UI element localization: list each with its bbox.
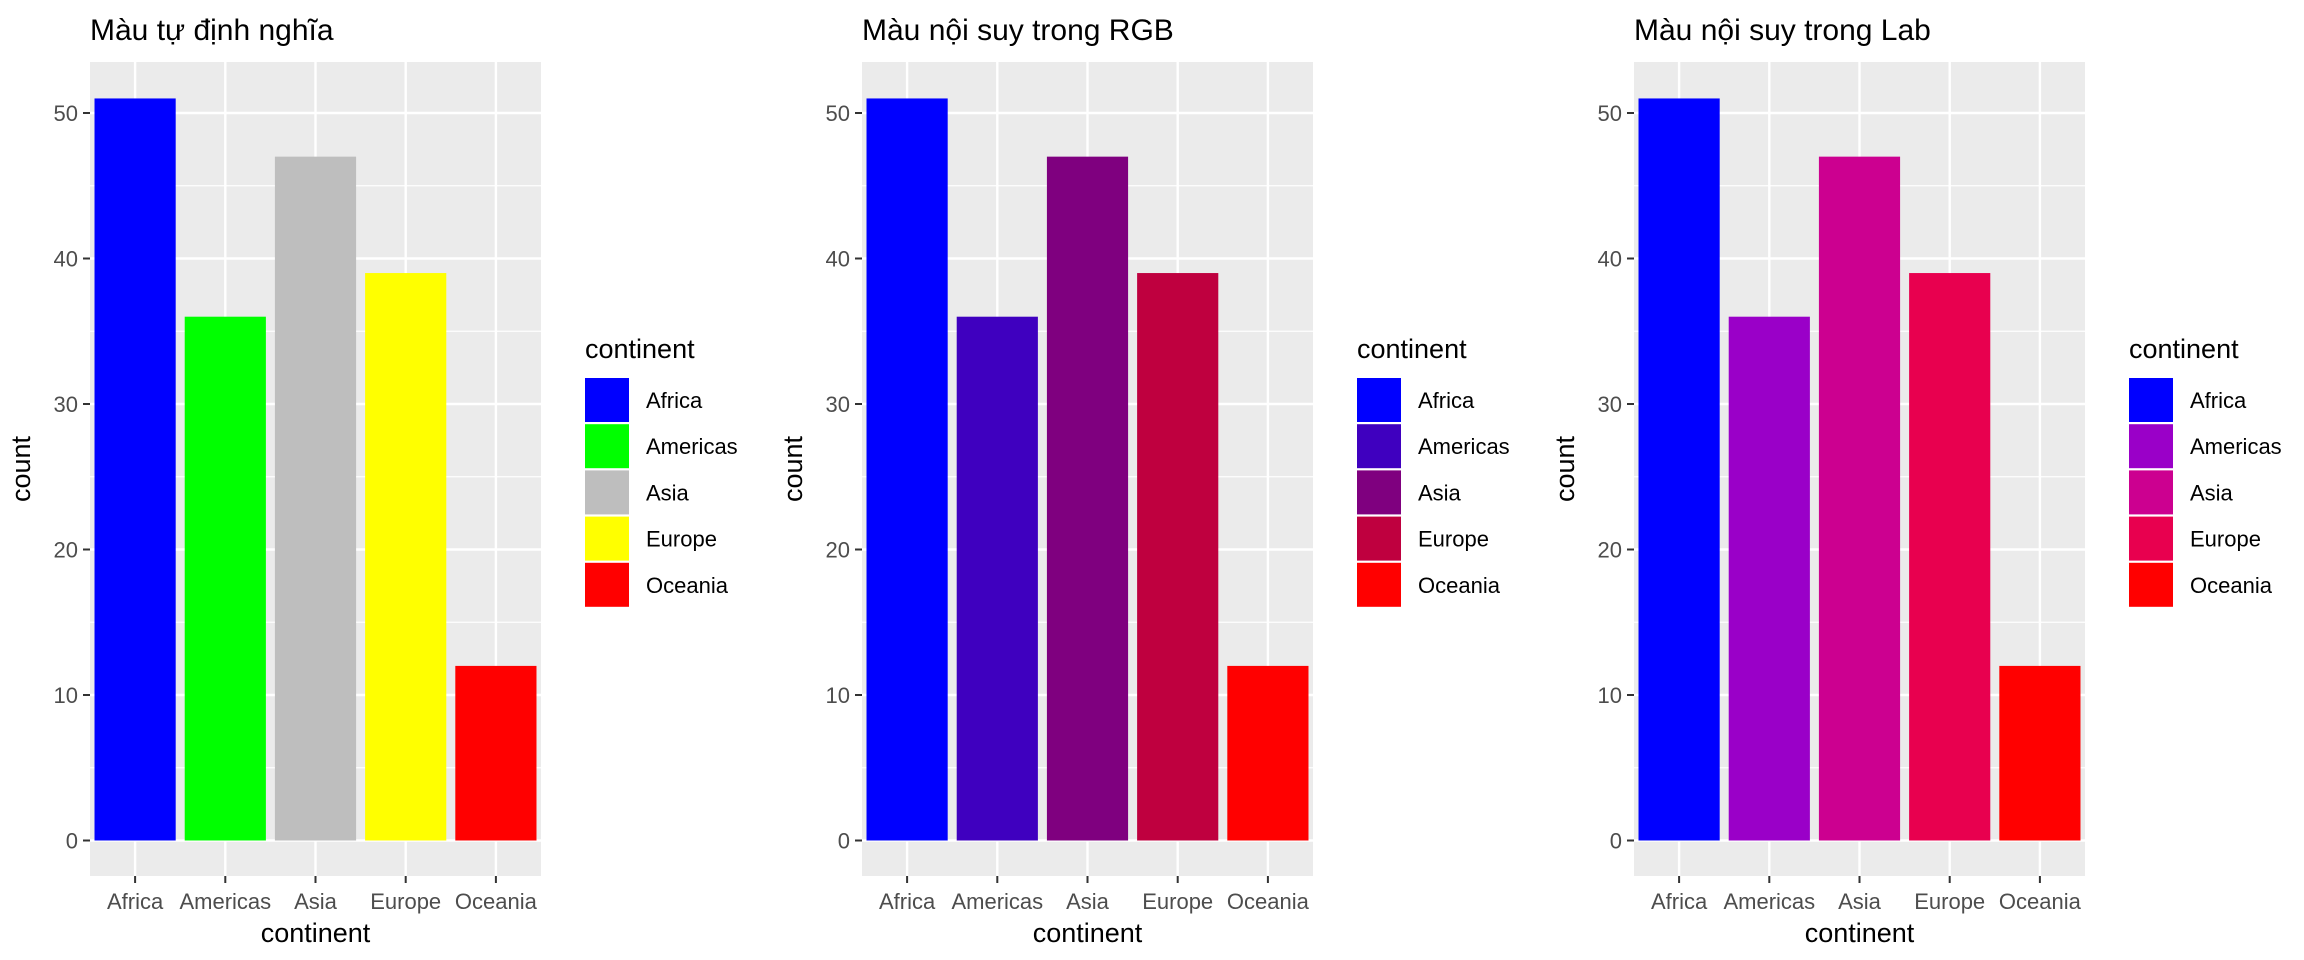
x-tick-label: Americas: [1723, 889, 1815, 914]
y-axis-title: count: [1550, 435, 1580, 502]
bar-africa: [866, 98, 948, 841]
bar-asia: [1046, 156, 1129, 841]
x-tick-label: Europe: [1914, 889, 1985, 914]
legend-swatch: [1357, 378, 1401, 422]
bar-oceania: [455, 665, 537, 841]
x-tick-label: Oceania: [1999, 889, 2082, 914]
legend-title: continent: [1357, 334, 1467, 364]
legend-label: Oceania: [2190, 573, 2273, 598]
legend-swatch: [2129, 470, 2173, 515]
legend-swatch: [585, 378, 629, 422]
bar-americas: [956, 316, 1038, 841]
x-axis-title: continent: [261, 918, 371, 948]
legend-swatch: [2129, 562, 2173, 607]
y-tick-label: 10: [1598, 683, 1622, 708]
x-tick-label: Oceania: [455, 889, 538, 914]
y-tick-label: 50: [1598, 101, 1622, 126]
bar-asia: [1818, 156, 1901, 841]
y-axis-title: count: [6, 435, 36, 502]
y-tick-label: 20: [1598, 538, 1622, 563]
legend-swatch: [2129, 424, 2173, 469]
legend-swatch: [585, 470, 629, 515]
x-tick-label: Europe: [1142, 889, 1213, 914]
legend-swatch: [1357, 470, 1401, 515]
y-tick-label: 30: [54, 392, 78, 417]
x-axis-title: continent: [1805, 918, 1915, 948]
legend-swatch: [2129, 516, 2173, 561]
x-axis-title: continent: [1033, 918, 1143, 948]
y-axis-title: count: [778, 435, 808, 502]
legend-label: Europe: [1418, 527, 1489, 552]
bar-oceania: [1999, 665, 2081, 841]
legend-swatch: [1357, 562, 1401, 607]
x-tick-label: Africa: [1651, 889, 1708, 914]
chart-panel: Màu tự định nghĩa 0 10 20 30 40 50 Africa Americ…: [6, 14, 738, 948]
legend-label: Asia: [646, 480, 690, 505]
legend-label: Asia: [1418, 480, 1462, 505]
chart-panel: Màu nội suy trong RGB 0 10 20 30 40 50 Africa Am…: [778, 14, 1510, 948]
legend-title: continent: [2129, 334, 2239, 364]
y-tick-label: 0: [66, 829, 78, 854]
y-tick-label: 50: [826, 101, 850, 126]
y-tick-label: 20: [826, 538, 850, 563]
legend-label: Europe: [646, 527, 717, 552]
bar-asia: [274, 156, 357, 841]
x-tick-label: Asia: [1066, 889, 1110, 914]
legend-label: Africa: [2190, 388, 2247, 413]
y-tick-label: 10: [826, 683, 850, 708]
legend-label: Americas: [646, 434, 738, 459]
bar-africa: [94, 98, 176, 841]
y-tick-label: 30: [826, 392, 850, 417]
legend-label: Americas: [2190, 434, 2282, 459]
y-tick-label: 0: [1610, 829, 1622, 854]
bar-europe: [1909, 273, 1991, 841]
legend-label: Asia: [2190, 480, 2234, 505]
x-tick-label: Asia: [294, 889, 338, 914]
y-tick-label: 20: [54, 538, 78, 563]
legend-label: Europe: [2190, 527, 2261, 552]
chart-title: Màu nội suy trong RGB: [862, 14, 1174, 47]
bar-europe: [1137, 273, 1219, 841]
legend-swatch: [1357, 424, 1401, 469]
bar-africa: [1638, 98, 1720, 841]
legend-label: Africa: [646, 388, 703, 413]
y-tick-label: 10: [54, 683, 78, 708]
y-tick-label: 40: [54, 247, 78, 272]
legend-swatch: [2129, 378, 2173, 422]
x-tick-label: Americas: [179, 889, 271, 914]
legend-label: Americas: [1418, 434, 1510, 459]
legend-swatch: [585, 424, 629, 469]
x-tick-label: Oceania: [1227, 889, 1310, 914]
legend-label: Africa: [1418, 388, 1475, 413]
x-tick-label: Americas: [951, 889, 1043, 914]
bar-americas: [1728, 316, 1810, 841]
bar-europe: [365, 273, 447, 841]
bar-oceania: [1227, 665, 1309, 841]
y-tick-label: 30: [1598, 392, 1622, 417]
legend-title: continent: [585, 334, 695, 364]
x-tick-label: Africa: [107, 889, 164, 914]
chart-title: Màu tự định nghĩa: [90, 14, 334, 47]
legend-swatch: [585, 562, 629, 607]
y-tick-label: 50: [54, 101, 78, 126]
legend-label: Oceania: [1418, 573, 1501, 598]
y-tick-label: 0: [838, 829, 850, 854]
x-tick-label: Europe: [370, 889, 441, 914]
y-tick-label: 40: [1598, 247, 1622, 272]
x-tick-label: Africa: [879, 889, 936, 914]
chart-title: Màu nội suy trong Lab: [1634, 14, 1931, 47]
chart-panel: Màu nội suy trong Lab 0 10 20 30 40 50 Africa Am…: [1550, 14, 2282, 948]
x-tick-label: Asia: [1838, 889, 1882, 914]
legend-label: Oceania: [646, 573, 729, 598]
bar-americas: [184, 316, 266, 841]
y-tick-label: 40: [826, 247, 850, 272]
legend-swatch: [1357, 516, 1401, 561]
legend-swatch: [585, 516, 629, 561]
